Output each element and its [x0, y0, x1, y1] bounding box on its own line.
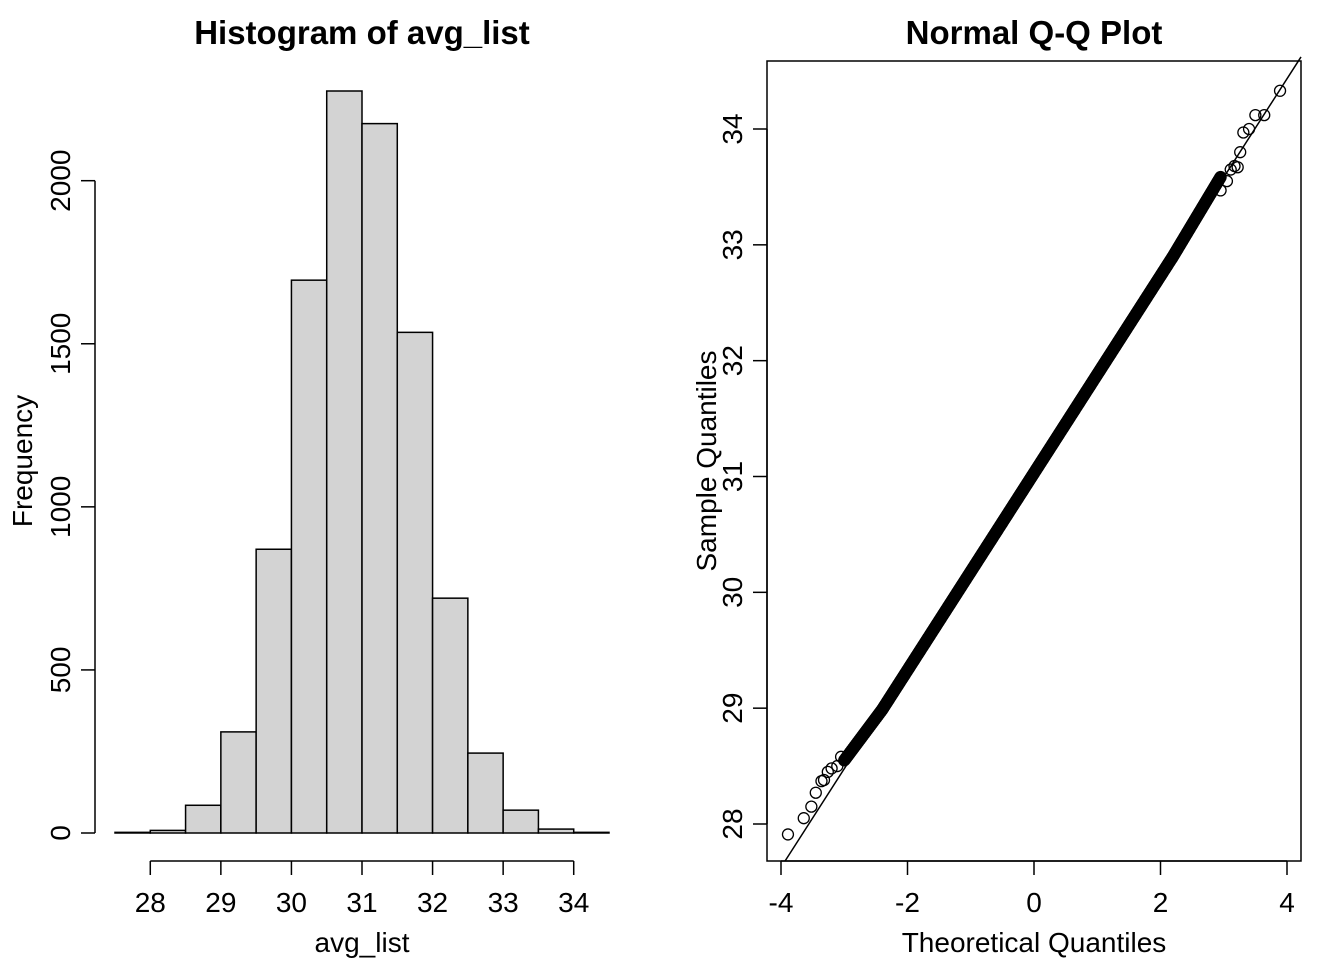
histogram-x-tick-label: 33	[488, 887, 519, 918]
qq-y-tick-label: 31	[717, 461, 748, 492]
qq-point	[805, 800, 818, 813]
qq-point	[1214, 184, 1227, 197]
qq-point	[1249, 108, 1262, 122]
qq-point	[825, 762, 838, 775]
histogram-x-tick-label: 28	[135, 887, 166, 918]
qq-y-tick-label: 28	[717, 808, 748, 839]
histogram-y-tick-label: 2000	[45, 150, 76, 212]
qq-point	[1242, 122, 1256, 136]
histogram-bar	[149, 829, 187, 834]
qq-title: Normal Q-Q Plot	[906, 14, 1163, 51]
qq-point	[781, 828, 795, 841]
qq-x-tick-label: -4	[769, 887, 794, 918]
histogram-bar	[361, 122, 399, 834]
histogram-x-tick-label: 32	[417, 887, 448, 918]
histogram-x-tick-label: 29	[205, 887, 236, 918]
qq-y-label: Sample Quantiles	[691, 350, 722, 571]
histogram-bar	[502, 809, 540, 834]
histogram-y-label: Frequency	[7, 395, 38, 527]
qq-point	[834, 750, 848, 763]
histogram-bar	[572, 831, 610, 834]
qq-point	[1224, 163, 1237, 176]
qq-x-tick-label: 0	[1026, 887, 1042, 918]
histogram-bar	[537, 828, 575, 834]
qq-point	[1214, 170, 1227, 184]
histogram-bar	[220, 731, 257, 834]
histogram-x-label: avg_list	[315, 927, 410, 958]
qq-x-tick-label: 2	[1153, 887, 1169, 918]
qq-point	[1234, 146, 1247, 159]
qq-y-axis: 28 29 30 31 32 33 34	[717, 113, 768, 840]
histogram-bar	[290, 279, 328, 834]
qq-x-tick-label: -2	[895, 887, 920, 918]
qq-point	[1231, 161, 1244, 174]
histogram-y-tick-label: 1500	[45, 313, 76, 375]
qq-y-tick-label: 30	[717, 577, 748, 608]
histogram-x-tick-label: 34	[558, 887, 589, 918]
qq-y-tick-label: 33	[717, 229, 748, 260]
histogram-y-tick-label: 0	[45, 825, 76, 841]
qq-point	[809, 786, 822, 799]
qq-x-axis: -4 -2 0 2 4	[769, 860, 1295, 918]
qq-y-tick-label: 29	[717, 693, 748, 724]
histogram-panel: Histogram of avg_list 28 29 30 31 32 33 34 0 50…	[7, 14, 610, 958]
qq-points	[781, 84, 1287, 841]
qq-point	[1220, 174, 1234, 188]
qq-y-tick-label: 34	[717, 113, 748, 144]
qq-y-tick-label: 32	[717, 345, 748, 376]
histogram-bar	[184, 804, 222, 834]
qq-point	[817, 773, 831, 787]
qq-point	[1258, 108, 1271, 122]
histogram-x-axis: 28 29 30 31 32 33 34	[135, 860, 589, 918]
histogram-x-tick-label: 30	[276, 887, 307, 918]
histogram-y-tick-label: 1000	[45, 476, 76, 538]
histogram-x-tick-label: 31	[346, 887, 377, 918]
histogram-bar	[431, 597, 469, 834]
qq-point	[821, 765, 834, 779]
histogram-y-axis: 0 500 1000 1500 2000	[45, 150, 96, 841]
qq-x-tick-label: 4	[1279, 887, 1295, 918]
qq-point	[797, 812, 810, 825]
qq-point	[1273, 84, 1287, 97]
qq-x-label: Theoretical Quantiles	[902, 927, 1167, 958]
qq-plot-panel: Normal Q-Q Plot -4 -2 0 2 4 28 29 30 31 32 33 34 T…	[691, 14, 1302, 958]
histogram-bar	[467, 752, 504, 834]
histogram-bar	[255, 548, 293, 834]
histogram-bar	[396, 331, 434, 834]
histogram-bars	[114, 90, 610, 834]
histogram-y-tick-label: 500	[45, 647, 76, 694]
histogram-bar	[325, 90, 363, 834]
histogram-title: Histogram of avg_list	[194, 14, 530, 51]
histogram-bar	[114, 831, 152, 834]
